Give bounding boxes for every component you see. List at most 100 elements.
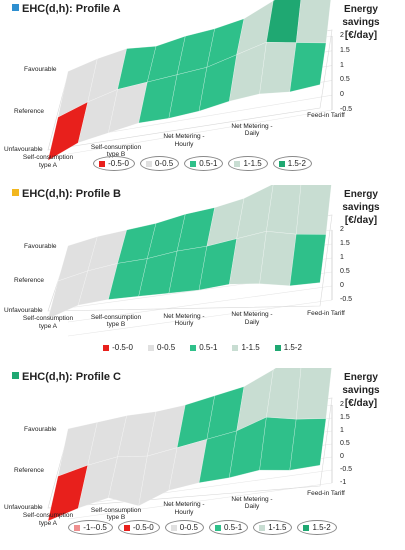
legend-swatch-icon (103, 344, 110, 351)
x-tick-label: Feed-in Tariff (291, 112, 361, 120)
legend-item: -1--0.5 (68, 520, 113, 535)
chart-title-text: EHC(d,h): Profile C (22, 371, 121, 383)
legend-swatch-icon (303, 524, 310, 531)
surface-plot (47, 0, 333, 161)
z-tick-label: 1.5 (340, 46, 350, 54)
surface-cell (289, 233, 327, 287)
chart-profile-a: EHC(d,h): Profile A Energy savings [€/day… (0, 0, 405, 185)
legend-label: 0-0.5 (156, 343, 176, 352)
z-tick-label: -0.5 (340, 296, 353, 303)
legend-label: 1-1.5 (243, 159, 262, 168)
surface-plot (47, 368, 333, 522)
chart-profile-c: EHC(d,h): Profile C Energy savings [€/day… (0, 368, 405, 550)
legend-swatch-icon (145, 160, 152, 167)
x-tick-label: Feed-in Tariff (291, 310, 361, 318)
x-tick-label-line: type A (38, 519, 58, 527)
z-tick-label: -0.5 (340, 106, 353, 113)
legend: -0.5-0 0-0.5 0.5-1 1-1.5 1.5-2 (0, 341, 405, 354)
legend-swatch-icon (232, 344, 239, 351)
legend-swatch-icon (123, 524, 130, 531)
x-tick-label-line: Net Metering - (163, 133, 205, 140)
y-tick-label: Favourable (24, 66, 57, 73)
x-tick-label-line: Self-consumption (22, 512, 74, 519)
x-tick-label: Self-consumption type B (81, 144, 151, 159)
z-axis-label: Energy savings [€/day] (342, 4, 380, 41)
z-tick-label: 0 (340, 282, 344, 289)
y-tick-label: Unfavourable (4, 307, 43, 314)
legend: -1--0.5 -0.5-0 0-0.5 0.5-1 1-1.5 1.5-2 (0, 520, 405, 535)
x-tick-label: Net Metering - Daily (217, 496, 287, 511)
y-tick-label: Favourable (24, 243, 57, 250)
y-tick-label: Unfavourable (4, 504, 43, 511)
z-tick-label: 0.5 (340, 440, 350, 447)
legend-item: 1-1.5 (227, 341, 264, 354)
surface-cell (289, 42, 327, 93)
legend-item: 0.5-1 (184, 156, 224, 171)
legend-label: 0-0.5 (154, 159, 174, 168)
x-tick-label-line: Daily (244, 130, 260, 137)
chart-title: EHC(d,h): Profile A (12, 3, 121, 15)
z-tick-label: 2 (340, 32, 344, 39)
legend-swatch-icon (278, 160, 285, 167)
x-tick-label: Self-consumption type A (13, 512, 83, 527)
y-tick-label: Reference (14, 467, 44, 474)
x-tick-label: Net Metering - Hourly (149, 133, 219, 148)
z-tick-label: 1.5 (340, 240, 350, 247)
x-tick-label-line: Self-consumption (90, 313, 142, 321)
x-tick-label: Net Metering - Hourly (149, 501, 219, 516)
title-marker-icon (12, 4, 19, 11)
legend-swatch-icon (147, 344, 154, 351)
legend: -0.5-0 0-0.5 0.5-1 1-1.5 1.5-2 (0, 156, 405, 171)
legend-item: 0.5-1 (209, 520, 249, 535)
z-tick-label: 0.5 (340, 268, 350, 275)
title-marker-icon (12, 372, 19, 379)
surface (47, 368, 332, 522)
x-tick-label-line: Hourly (174, 320, 194, 327)
legend-item: -0.5-0 (93, 156, 135, 171)
title-marker-icon (12, 189, 19, 196)
surface-plot (47, 185, 333, 337)
legend-item: -0.5-0 (117, 520, 160, 535)
chart-title-text: EHC(d,h): Profile B (22, 188, 121, 200)
gridline (67, 482, 333, 520)
x-tick-label-line: Hourly (174, 140, 194, 148)
x-tick-label-line: Feed-in Tariff (307, 112, 345, 119)
legend-label: 0-0.5 (179, 523, 198, 532)
x-tick-label-line: Feed-in Tariff (307, 310, 345, 317)
x-tick-label: Self-consumption type B (81, 314, 151, 329)
legend-swatch-icon (215, 524, 221, 531)
z-tick-label: 0.5 (340, 76, 350, 84)
y-tick-label: Reference (14, 108, 44, 115)
legend-label: 1.5-2 (283, 343, 302, 352)
z-tick-label: 0 (340, 453, 344, 460)
x-tick-label: Net Metering - Hourly (149, 313, 219, 328)
x-tick-label: Net Metering - Daily (217, 123, 287, 138)
x-tick-label-line: Net Metering - (163, 501, 205, 508)
x-tick-label: Feed-in Tariff (291, 490, 361, 498)
gridline (67, 299, 333, 337)
z-axis-label: Energy savings [€/day] (342, 189, 380, 226)
legend-item: 1.5-2 (270, 341, 307, 354)
x-tick-label-line: Self-consumption (22, 154, 74, 161)
gridline (67, 109, 333, 155)
legend-label: 0.5-1 (199, 343, 218, 352)
legend-item: 0-0.5 (164, 520, 204, 535)
legend-swatch-icon (190, 160, 197, 167)
x-tick-label-line: type A (38, 322, 58, 330)
legend-swatch-icon (190, 344, 197, 351)
z-tick-label: 2 (340, 226, 344, 233)
z-tick-label: 1 (340, 61, 344, 69)
x-tick-label-line: type B (106, 514, 126, 521)
legend-swatch-icon (170, 524, 177, 531)
x-tick-label: Self-consumption type B (81, 507, 151, 522)
z-tick-label: 2 (340, 401, 344, 408)
legend-item: 1.5-2 (297, 520, 337, 535)
z-tick-label: 1 (340, 427, 344, 434)
legend-item: 1-1.5 (228, 156, 268, 171)
legend-label: 1.5-2 (312, 523, 331, 532)
y-tick-label: Unfavourable (4, 146, 43, 153)
y-tick-label: Reference (14, 277, 44, 284)
legend-item: 1-1.5 (253, 520, 293, 535)
surface-cell (295, 368, 332, 420)
x-tick-label-line: type B (106, 151, 126, 158)
